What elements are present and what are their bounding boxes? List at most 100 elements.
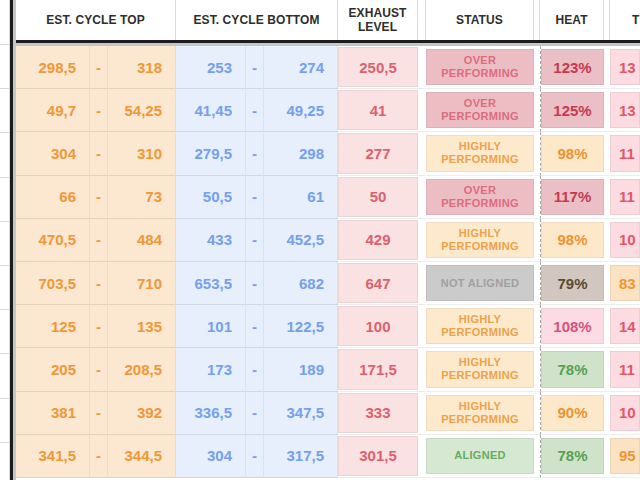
cell-status[interactable]: HIGHLY PERFORMING — [426, 392, 534, 435]
column-header-heat[interactable]: HEAT — [540, 0, 604, 40]
cell-top-high[interactable]: 392 — [108, 392, 176, 435]
cell-truncated-column[interactable]: 14 — [610, 305, 640, 348]
cell-top-high[interactable]: 310 — [108, 132, 176, 175]
column-header-truncated[interactable]: T — [610, 0, 640, 40]
cell-truncated-column[interactable]: 11 — [610, 176, 640, 219]
cell-bottom-high[interactable]: 452,5 — [264, 219, 338, 262]
cell-top-high[interactable]: 54,25 — [108, 89, 176, 132]
cell-top-low[interactable]: 205 — [16, 348, 90, 391]
cell-top-high[interactable]: 73 — [108, 176, 176, 219]
cell-truncated-column[interactable]: 11 — [610, 348, 640, 391]
cell-bottom-low[interactable]: 304 — [176, 435, 246, 478]
cell-bottom-high[interactable]: 189 — [264, 348, 338, 391]
cell-bottom-low[interactable]: 653,5 — [176, 262, 246, 305]
dash-separator[interactable]: - — [246, 219, 264, 262]
cell-top-high[interactable]: 710 — [108, 262, 176, 305]
dash-separator[interactable]: - — [90, 46, 108, 89]
cell-bottom-low[interactable]: 253 — [176, 46, 246, 89]
cell-bottom-low[interactable]: 50,5 — [176, 176, 246, 219]
cell-truncated-column[interactable]: 13 — [610, 46, 640, 89]
cell-truncated-column[interactable]: 11 — [610, 132, 640, 175]
cell-heat[interactable]: 123% — [540, 46, 604, 89]
dash-separator[interactable]: - — [90, 348, 108, 391]
cell-exhaust-level[interactable]: 250,5 — [338, 46, 418, 89]
cell-bottom-high[interactable]: 61 — [264, 176, 338, 219]
cell-truncated-column[interactable]: 13 — [610, 89, 640, 132]
cell-truncated-column[interactable]: 95 — [610, 435, 640, 478]
cell-top-low[interactable]: 703,5 — [16, 262, 90, 305]
cell-truncated-column[interactable]: 83 — [610, 262, 640, 305]
cell-bottom-high[interactable]: 317,5 — [264, 435, 338, 478]
cell-status[interactable]: HIGHLY PERFORMING — [426, 219, 534, 262]
cell-exhaust-level[interactable]: 301,5 — [338, 435, 418, 478]
column-header-est-cycle-top[interactable]: EST. CYCLE TOP — [16, 0, 176, 40]
cell-bottom-low[interactable]: 173 — [176, 348, 246, 391]
cell-top-low[interactable]: 470,5 — [16, 219, 90, 262]
dash-separator[interactable]: - — [90, 89, 108, 132]
dash-separator[interactable]: - — [90, 176, 108, 219]
cell-top-low[interactable]: 49,7 — [16, 89, 90, 132]
cell-heat[interactable]: 98% — [540, 132, 604, 175]
cell-exhaust-level[interactable]: 647 — [338, 262, 418, 305]
dash-separator[interactable]: - — [90, 392, 108, 435]
cell-heat[interactable]: 90% — [540, 392, 604, 435]
cell-status[interactable]: ALIGNED — [426, 435, 534, 478]
cell-status[interactable]: HIGHLY PERFORMING — [426, 348, 534, 391]
cell-bottom-high[interactable]: 347,5 — [264, 392, 338, 435]
dash-separator[interactable]: - — [90, 132, 108, 175]
cell-bottom-low[interactable]: 41,45 — [176, 89, 246, 132]
cell-bottom-high[interactable]: 122,5 — [264, 305, 338, 348]
cell-status[interactable]: NOT ALIGNED — [426, 262, 534, 305]
dash-separator[interactable]: - — [90, 305, 108, 348]
cell-heat[interactable]: 125% — [540, 89, 604, 132]
cell-exhaust-level[interactable]: 50 — [338, 176, 418, 219]
cell-heat[interactable]: 108% — [540, 305, 604, 348]
cell-exhaust-level[interactable]: 171,5 — [338, 348, 418, 391]
cell-status[interactable]: OVER PERFORMING — [426, 176, 534, 219]
cell-top-high[interactable]: 344,5 — [108, 435, 176, 478]
cell-exhaust-level[interactable]: 429 — [338, 219, 418, 262]
cell-truncated-column[interactable]: 10 — [610, 219, 640, 262]
cell-bottom-high[interactable]: 682 — [264, 262, 338, 305]
dash-separator[interactable]: - — [246, 132, 264, 175]
dash-separator[interactable]: - — [246, 305, 264, 348]
dash-separator[interactable]: - — [246, 262, 264, 305]
column-header-exhaust-level[interactable]: EXHAUST LEVEL — [338, 0, 418, 40]
cell-heat[interactable]: 117% — [540, 176, 604, 219]
cell-truncated-column[interactable]: 10 — [610, 392, 640, 435]
cell-bottom-low[interactable]: 336,5 — [176, 392, 246, 435]
cell-bottom-high[interactable]: 49,25 — [264, 89, 338, 132]
column-header-status[interactable]: STATUS — [426, 0, 534, 40]
cell-exhaust-level[interactable]: 277 — [338, 132, 418, 175]
cell-bottom-low[interactable]: 101 — [176, 305, 246, 348]
cell-top-high[interactable]: 135 — [108, 305, 176, 348]
cell-top-low[interactable]: 66 — [16, 176, 90, 219]
cell-exhaust-level[interactable]: 333 — [338, 392, 418, 435]
dash-separator[interactable]: - — [90, 435, 108, 478]
cell-top-high[interactable]: 208,5 — [108, 348, 176, 391]
cell-status[interactable]: HIGHLY PERFORMING — [426, 132, 534, 175]
cell-heat[interactable]: 98% — [540, 219, 604, 262]
cell-bottom-low[interactable]: 433 — [176, 219, 246, 262]
dash-separator[interactable]: - — [246, 89, 264, 132]
cell-bottom-high[interactable]: 274 — [264, 46, 338, 89]
cell-top-low[interactable]: 125 — [16, 305, 90, 348]
cell-bottom-high[interactable]: 298 — [264, 132, 338, 175]
cell-status[interactable]: OVER PERFORMING — [426, 46, 534, 89]
cell-bottom-low[interactable]: 279,5 — [176, 132, 246, 175]
dash-separator[interactable]: - — [246, 46, 264, 89]
cell-exhaust-level[interactable]: 41 — [338, 89, 418, 132]
cell-top-low[interactable]: 381 — [16, 392, 90, 435]
cell-heat[interactable]: 78% — [540, 435, 604, 478]
dash-separator[interactable]: - — [246, 435, 264, 478]
dash-separator[interactable]: - — [246, 176, 264, 219]
column-header-est-cycle-bottom[interactable]: EST. CYCLE BOTTOM — [176, 0, 338, 40]
cell-top-low[interactable]: 304 — [16, 132, 90, 175]
dash-separator[interactable]: - — [246, 392, 264, 435]
cell-top-low[interactable]: 298,5 — [16, 46, 90, 89]
cell-heat[interactable]: 79% — [540, 262, 604, 305]
cell-status[interactable]: HIGHLY PERFORMING — [426, 305, 534, 348]
dash-separator[interactable]: - — [246, 348, 264, 391]
cell-top-high[interactable]: 318 — [108, 46, 176, 89]
cell-status[interactable]: OVER PERFORMING — [426, 89, 534, 132]
